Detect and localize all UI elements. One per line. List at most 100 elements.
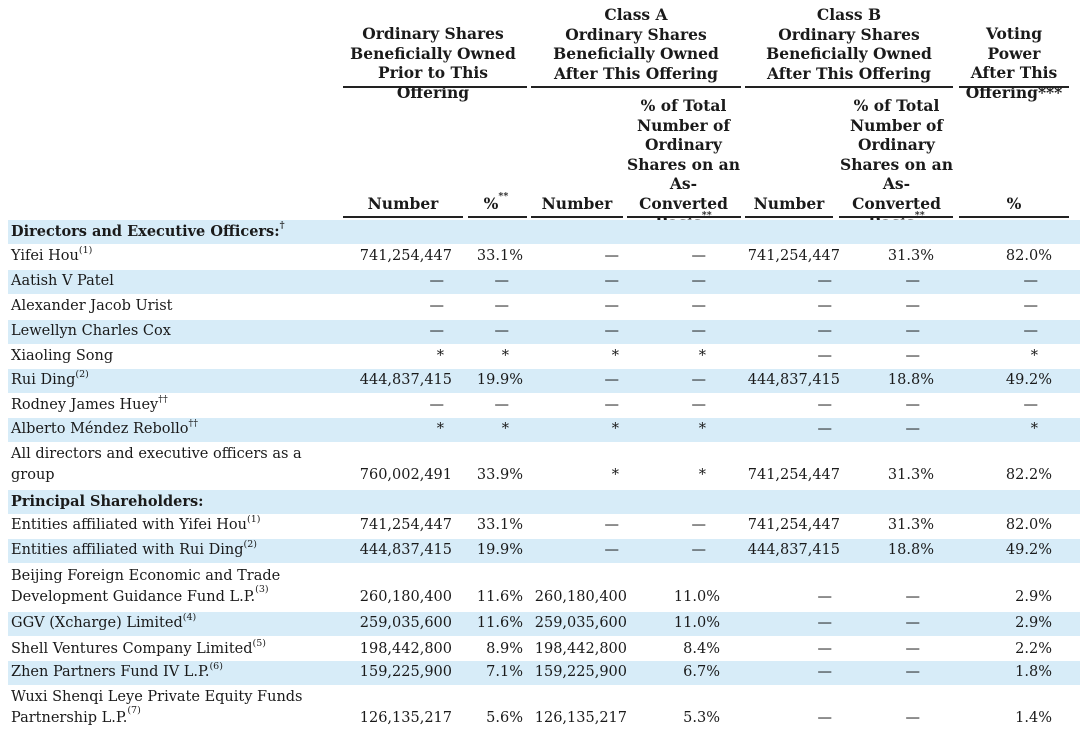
table-row: All directors and executive officers as … [8, 443, 1080, 488]
row-label: Beijing Foreign Economic and Trade Devel… [11, 566, 280, 608]
cell-col-3: — [604, 323, 620, 339]
row-label-text: Principal Shareholders: [11, 493, 204, 510]
cell-col-6: — [905, 641, 921, 657]
cell-col-1: 760,002,491 [359, 467, 452, 483]
cell-col-6: — [905, 664, 921, 680]
cell-col-1: — [429, 323, 445, 339]
cell-col-1: 260,180,400 [359, 589, 452, 605]
cell-col-6: — [905, 298, 921, 314]
cell-col-1: 259,035,600 [359, 615, 452, 631]
cell-col-3: 159,225,900 [534, 664, 627, 680]
footnote-marker: (1) [246, 514, 261, 525]
cell-col-4: — [691, 542, 707, 558]
cell-col-2: — [494, 298, 510, 314]
row-label-text: Alberto Méndez Rebollo [11, 421, 189, 437]
cell-col-2: — [494, 273, 510, 289]
cell-col-6: — [905, 348, 921, 364]
cell-col-4: — [691, 323, 707, 339]
cell-col-7: — [1023, 273, 1039, 289]
row-label: Alexander Jacob Urist [11, 298, 173, 314]
cell-col-7: * [1030, 421, 1038, 437]
cell-col-6: — [905, 421, 921, 437]
row-label-text: Lewellyn Charles Cox [11, 323, 171, 339]
header-underline [531, 86, 741, 88]
table-row: Alexander Jacob Urist — — — — — — — [8, 295, 1080, 319]
cell-col-7: 82.2% [1005, 467, 1052, 483]
row-label-text: Shell Ventures Company Limited [11, 641, 253, 657]
cell-col-3: 198,442,800 [534, 641, 627, 657]
cell-col-6: — [905, 397, 921, 413]
cell-col-3: — [604, 248, 620, 264]
cell-col-4: — [691, 397, 707, 413]
cell-col-4: 8.4% [683, 641, 720, 657]
col-header-number-class-b: Number [753, 194, 825, 213]
cell-col-5: — [817, 323, 833, 339]
cell-col-3: 259,035,600 [534, 615, 627, 631]
cell-col-7: 2.9% [1015, 589, 1052, 605]
cell-col-5: 444,837,415 [747, 542, 840, 558]
cell-col-3: 126,135,217 [534, 710, 627, 726]
cell-col-6: — [905, 589, 921, 605]
header-group-class-b: Class B Ordinary Shares Beneficially Own… [766, 5, 932, 83]
row-label-text: Xiaoling Song [11, 348, 114, 364]
row-label: GGV (Xcharge) Limited(4) [11, 613, 196, 632]
cell-col-7: 2.2% [1015, 641, 1052, 657]
cell-col-6: — [905, 710, 921, 726]
cell-col-1: * [436, 421, 444, 437]
footnote-marker: †† [188, 418, 198, 429]
row-label: All directors and executive officers as … [11, 444, 302, 486]
header-group-prior: Ordinary Shares Beneficially Owned Prior… [350, 24, 516, 102]
row-label: Principal Shareholders: [11, 493, 204, 510]
footnote-marker: (2) [75, 369, 89, 380]
row-label-text: Alexander Jacob Urist [11, 298, 173, 314]
col-underline [627, 216, 741, 218]
cell-col-6: — [905, 615, 921, 631]
cell-col-1: — [429, 298, 445, 314]
cell-col-5: 741,254,447 [747, 517, 840, 533]
cell-col-3: * [611, 348, 619, 364]
footnote-marker: †† [158, 394, 168, 405]
row-label-text: Entities affiliated with Rui Ding [11, 542, 244, 558]
footnote-marker: † [279, 220, 285, 231]
row-label-text: Rui Ding [11, 372, 76, 388]
section-header-row: Directors and Executive Officers:† [8, 220, 1080, 244]
cell-col-1: — [429, 273, 445, 289]
cell-col-2: — [494, 397, 510, 413]
col-header-percent-class-b: % of Total Number of Ordinary Shares on … [840, 96, 953, 232]
table-row: Rodney James Huey†† — — — — — — — [8, 394, 1080, 418]
row-label: Wuxi Shenqi Leye Private Equity Funds Pa… [11, 687, 303, 729]
cell-col-5: — [817, 273, 833, 289]
cell-col-5: — [817, 421, 833, 437]
footnote-marker: (1) [78, 245, 93, 256]
row-label: Yifei Hou(1) [11, 245, 93, 265]
header-underline [745, 86, 953, 88]
cell-col-4: — [691, 298, 707, 314]
footnote-marker: (5) [252, 638, 266, 649]
cell-col-7: — [1023, 323, 1039, 339]
row-label: Entities affiliated with Yifei Hou(1) [11, 514, 261, 534]
row-label: Directors and Executive Officers:† [11, 220, 285, 241]
cell-col-2: 33.9% [476, 467, 523, 483]
cell-col-2: * [501, 348, 509, 364]
row-label: Rodney James Huey†† [11, 394, 168, 414]
cell-col-3: — [604, 298, 620, 314]
cell-col-2: 33.1% [476, 248, 523, 264]
cell-col-7: 1.4% [1015, 710, 1052, 726]
cell-col-5: — [817, 615, 833, 631]
row-label-text: Entities affiliated with Yifei Hou [11, 517, 247, 533]
table-row: Shell Ventures Company Limited(5) 198,442… [8, 638, 1080, 662]
row-label: Alberto Méndez Rebollo†† [11, 418, 198, 438]
cell-col-5: — [817, 589, 833, 605]
cell-col-4: 11.0% [673, 589, 720, 605]
table-row: Entities affiliated with Rui Ding(2) 444,… [8, 539, 1080, 563]
cell-col-7: — [1023, 298, 1039, 314]
cell-col-4: * [698, 467, 706, 483]
table-row: Xiaoling Song * * * * — — * [8, 345, 1080, 369]
cell-col-7: 49.2% [1005, 542, 1052, 558]
row-label-text: Aatish V Patel [11, 273, 114, 289]
cell-col-1: 741,254,447 [359, 248, 452, 264]
col-underline [959, 216, 1069, 218]
footnote-marker: (3) [255, 584, 269, 595]
table-row: Aatish V Patel — — — — — — — [8, 270, 1080, 294]
